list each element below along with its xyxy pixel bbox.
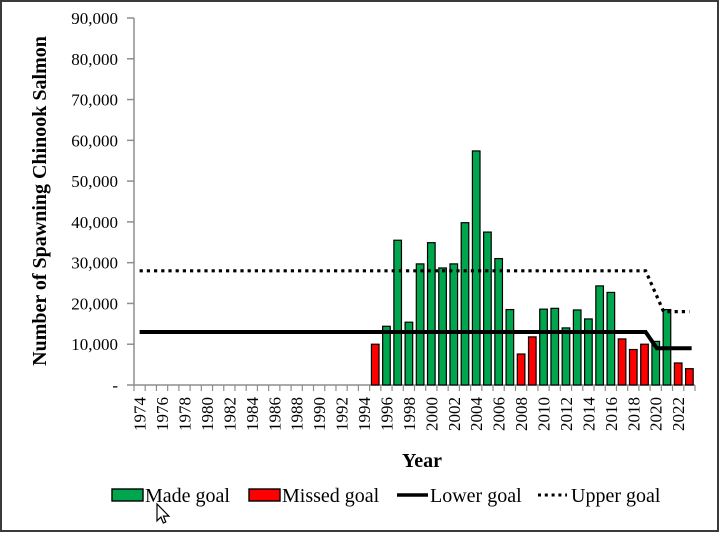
legend-swatch-0 [111,488,144,502]
bar-1995-missed [370,343,380,386]
x-tick-label: 1994 [355,397,374,432]
x-tick-label: 2012 [557,397,576,431]
upper-goal-line [139,269,690,314]
x-tick-label: 2020 [647,397,666,431]
y-tick-label: 20,000 [71,294,118,313]
bar-2015-made [595,285,605,386]
bar-2017-missed [617,338,627,386]
bar-1999-made [415,263,425,386]
x-tick-label: 2000 [422,397,441,431]
y-tick-label: 80,000 [71,50,118,69]
y-tick-labels: - 10,000 20,000 30,000 40,000 50,000 60,000 70,… [71,9,118,395]
bar-2022-missed [673,362,683,386]
y-tick-label: 10,000 [71,335,118,354]
bar-2013-made [572,309,582,386]
bar-2009-missed [527,336,537,386]
y-tick-label: 30,000 [71,254,118,273]
goal-lines-group [139,269,692,351]
x-tick-label: 2018 [624,397,643,431]
x-tick-label: 2008 [512,397,531,431]
x-tick-labels: 1974 1976 1978 1980 1982 1984 1986 1988 1990 1992… [131,397,689,432]
bar-2002-made [449,263,459,386]
y-tick-label: 90,000 [71,9,118,28]
bar-2018-missed [628,348,638,386]
bar-2003-made [460,222,470,386]
bar-2023-missed [684,368,694,386]
legend-label-0: Made goal [145,485,230,507]
x-axis-title: Year [402,450,442,472]
x-tick-label: 2016 [602,397,621,431]
mouse-cursor [156,502,171,524]
bar-2006-made [494,257,504,386]
x-tick-label: 2014 [579,397,598,432]
x-tick-label: 1984 [243,397,262,432]
y-tick-label: 60,000 [71,131,118,150]
x-tick-label: 1982 [220,397,239,431]
x-tick-label: 1990 [310,397,329,431]
arrow-pointer-icon [156,502,171,524]
bar-2011-made [550,307,560,386]
bar-2016-made [606,291,616,386]
bars-group [370,150,694,386]
bar-2012-made [561,327,571,386]
legend-label-3: Upper goal [571,485,661,507]
x-tick-label: 1986 [265,397,284,431]
x-tick-label: 1992 [333,397,352,431]
x-tick-label: 2006 [490,397,509,431]
x-tick-label: 1996 [377,397,396,431]
x-tick-label: 2022 [669,397,688,431]
y-tick-label: - [112,376,118,395]
y-tick-label: 40,000 [71,213,118,232]
bar-2019-missed [640,343,649,386]
legend: Made goal Missed goal Lower goal Upper goal [111,485,661,507]
x-tick-label: 1988 [288,397,307,431]
x-tick-label: 1978 [175,397,194,431]
x-tick-label: 1976 [153,397,172,431]
bar-2004-made [471,150,481,386]
legend-label-1: Missed goal [282,485,380,507]
bar-2020-made [651,340,661,386]
x-tick-label: 1980 [198,397,217,431]
x-tick-label: 1974 [131,397,150,432]
bar-2008-missed [516,353,526,386]
bar-2001-made [438,267,447,386]
bar-1998-made [404,321,414,386]
bar-2010-made [539,308,548,386]
x-tick-label: 2004 [467,397,486,432]
legend-swatch-1 [248,488,281,502]
bar-2000-made [426,242,436,386]
y-tick-label: 70,000 [71,91,118,110]
x-tick-label: 2010 [535,397,554,431]
y-axis-title: Number of Spawning Chinook Salmon [29,36,51,366]
y-tick-label: 50,000 [71,172,118,191]
bar-2007-made [505,308,515,386]
bar-1997-made [393,239,403,386]
x-tick-label: 2002 [445,397,464,431]
legend-label-2: Lower goal [430,485,522,507]
x-tick-label: 1998 [400,397,419,431]
bar-1996-made [382,325,391,386]
lower-goal-line [139,329,692,351]
bar-2014-made [584,318,593,386]
bar-2005-made [483,231,492,386]
